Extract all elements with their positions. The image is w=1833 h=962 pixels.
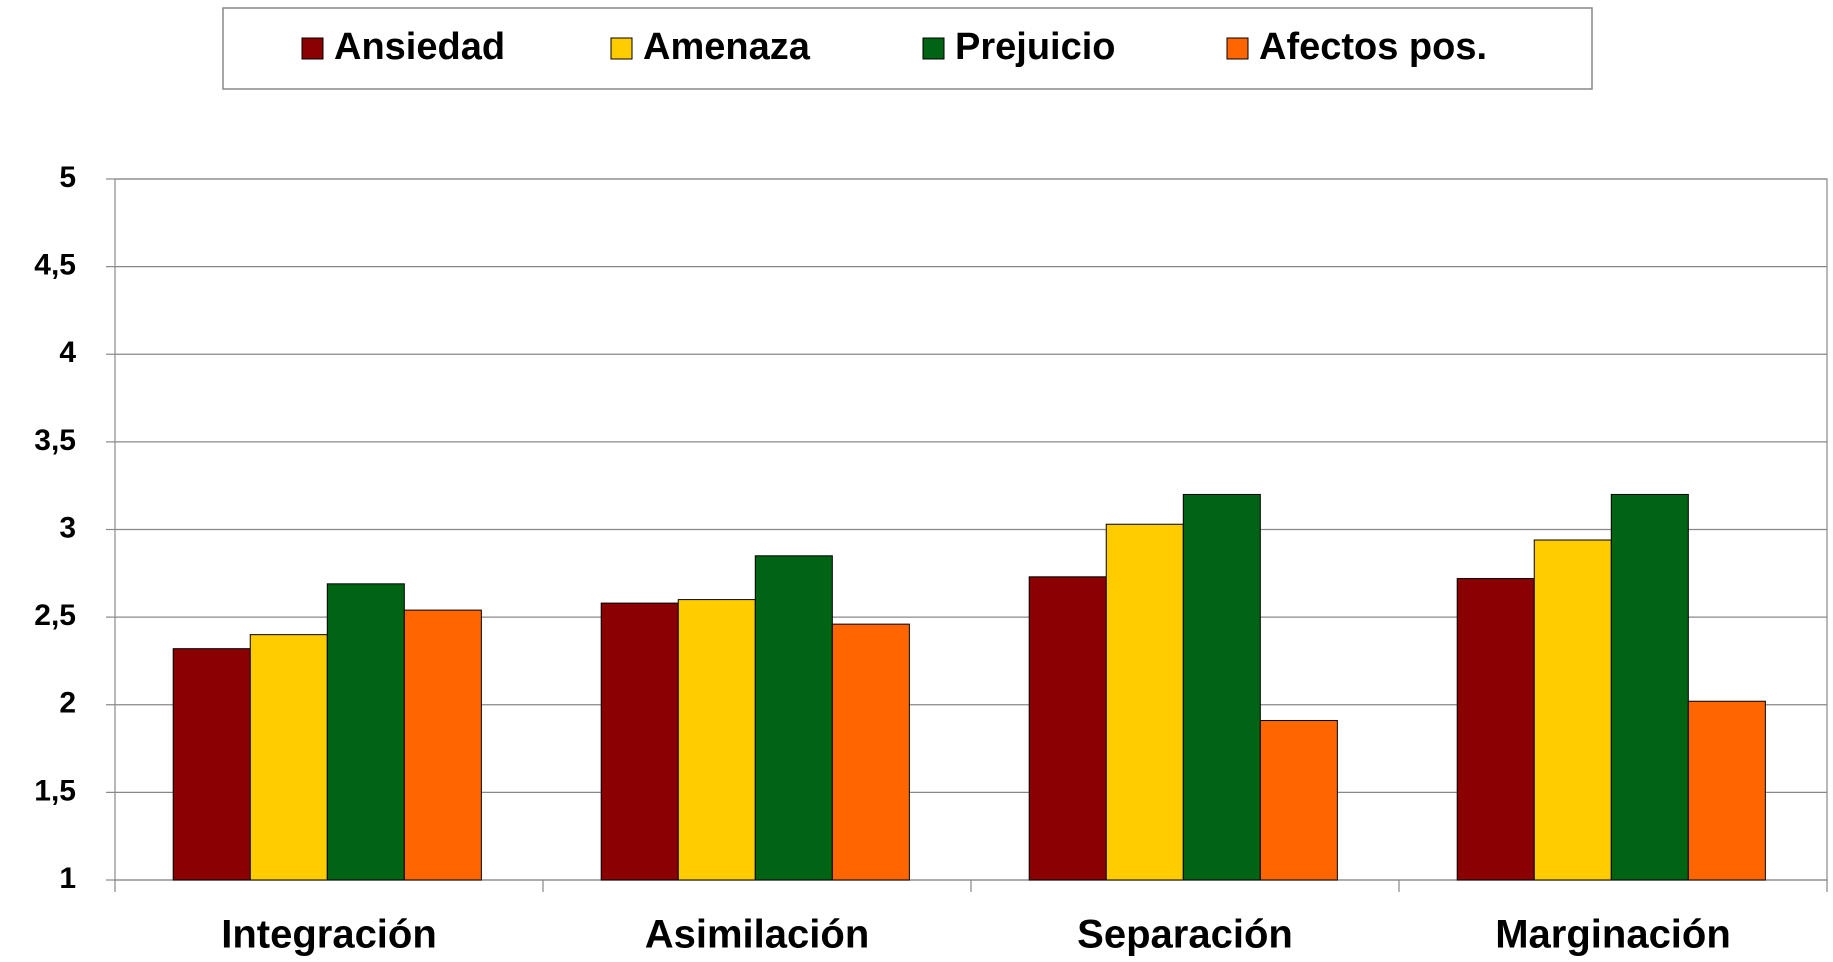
y-tick-label: 4,5 — [34, 249, 76, 282]
x-tick-label: Asimilación — [645, 913, 870, 957]
y-tick-label: 3 — [59, 511, 76, 544]
x-tick-label: Integración — [221, 913, 437, 957]
y-tick-label: 5 — [59, 161, 76, 194]
x-tick-label: Marginación — [1495, 913, 1731, 957]
y-tick-label: 2,5 — [34, 599, 76, 632]
legend-swatch — [1226, 37, 1249, 60]
bar — [677, 599, 756, 881]
bar — [1105, 523, 1184, 881]
y-tick-label: 1,5 — [34, 774, 76, 807]
bar — [754, 555, 833, 881]
legend-label: Ansiedad — [334, 26, 505, 68]
x-tick-label: Separación — [1077, 913, 1293, 957]
bar — [831, 623, 910, 881]
bar — [1028, 576, 1107, 881]
y-tick-label: 4 — [59, 336, 76, 369]
bar — [1182, 493, 1261, 881]
bar — [1687, 700, 1766, 881]
bar — [1259, 720, 1338, 881]
bar — [1533, 539, 1612, 881]
bar — [326, 583, 405, 881]
legend-label: Amenaza — [643, 26, 811, 68]
y-tick-label: 2 — [59, 687, 76, 720]
bar — [403, 609, 482, 881]
bar — [172, 648, 251, 881]
legend-swatch — [301, 37, 324, 60]
legend-swatch — [610, 37, 633, 60]
bar — [1456, 578, 1535, 881]
bar — [600, 602, 679, 881]
legend-label: Prejuicio — [955, 26, 1116, 68]
legend-box — [222, 7, 1593, 90]
legend-swatch — [922, 37, 945, 60]
bar — [249, 634, 328, 881]
y-tick-label: 1 — [59, 862, 76, 895]
legend-label: Afectos pos. — [1259, 26, 1487, 68]
bar — [1610, 493, 1689, 881]
y-tick-label: 3,5 — [34, 424, 76, 457]
